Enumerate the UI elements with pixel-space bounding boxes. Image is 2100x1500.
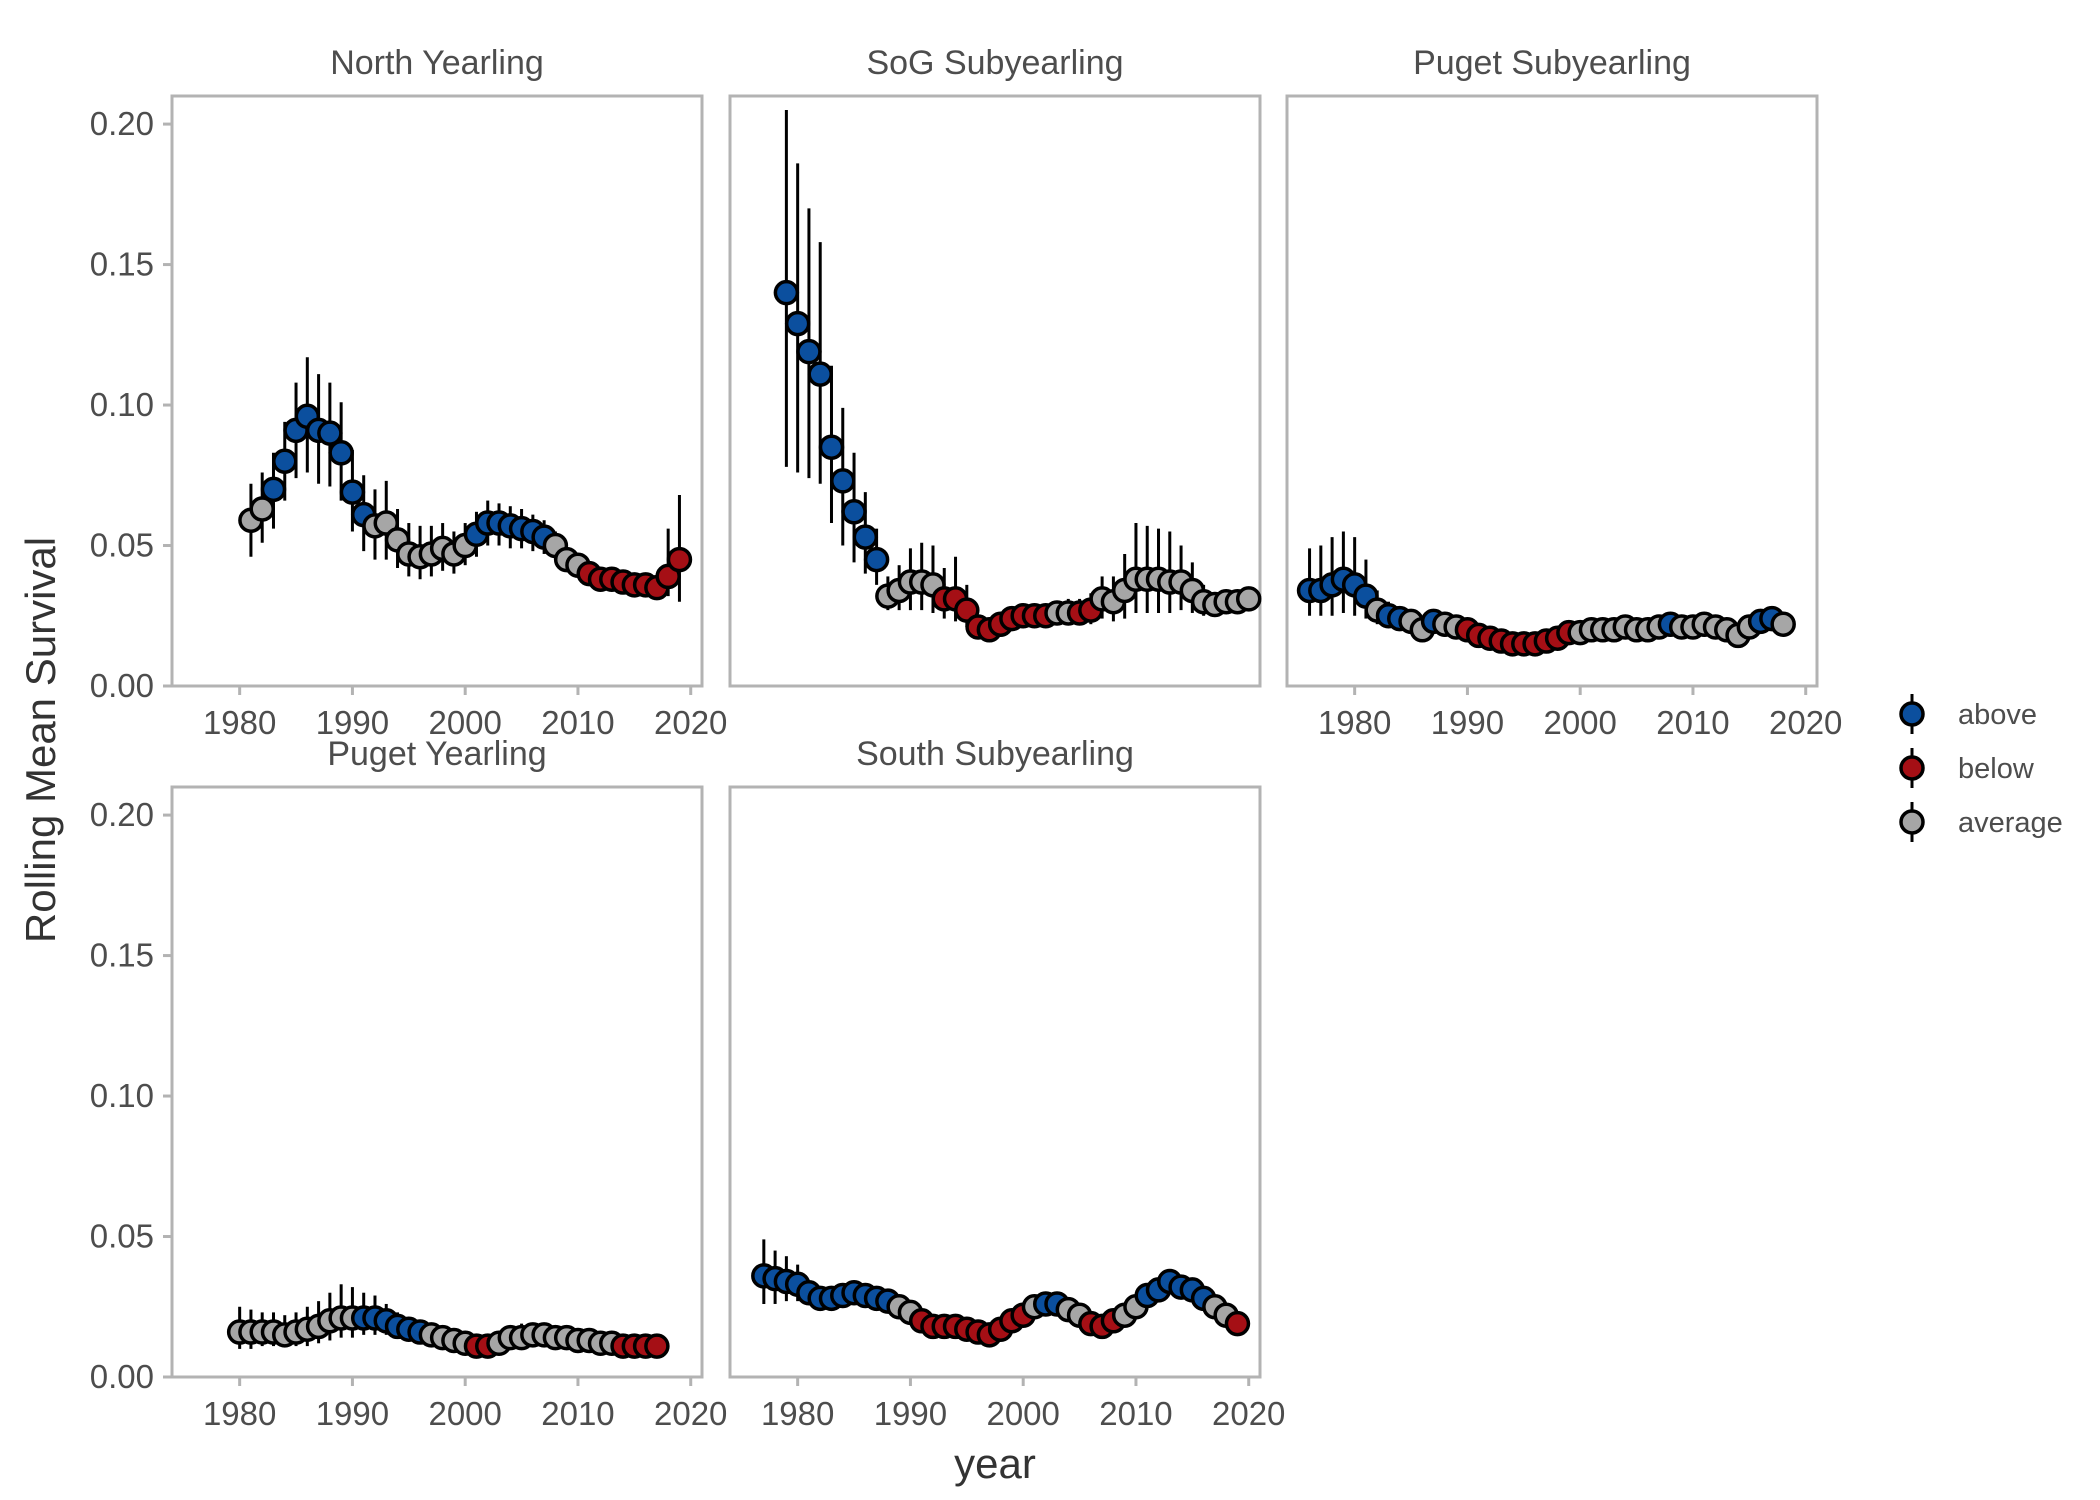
- panel-title: South Subyearling: [856, 735, 1134, 773]
- data-point: [260, 476, 287, 503]
- panel-border: [1285, 94, 1819, 688]
- panel-5: South Subyearling 1980 1990 2000 2010 2020: [728, 735, 1285, 1432]
- data-point: [1224, 1310, 1251, 1337]
- data-point: [863, 546, 890, 573]
- y-tick-label: 0.10: [90, 1077, 154, 1114]
- data-point: [317, 420, 343, 446]
- y-tick-label: 0.15: [90, 246, 154, 283]
- panel-1: North Yearling 1980 1990 2000 2010 2020 0.00 0.…: [90, 44, 728, 741]
- data-point: [773, 279, 800, 306]
- panel-border: [170, 94, 704, 688]
- y-axis-title: Rolling Mean Survival: [17, 537, 64, 943]
- x-tick-label: 1980: [203, 704, 276, 741]
- data-point: [830, 468, 856, 494]
- legend-key-dot: [1899, 809, 1925, 835]
- x-tick-label: 1990: [874, 1395, 947, 1432]
- data-point: [784, 310, 811, 337]
- legend-label: average: [1958, 807, 2063, 839]
- panel-title: SoG Subyearling: [866, 44, 1123, 82]
- panel-title: North Yearling: [330, 44, 544, 82]
- data-point: [339, 479, 366, 505]
- x-tick-label: 2010: [1099, 1395, 1172, 1432]
- x-tick-label: 2000: [428, 704, 501, 741]
- data-point: [807, 361, 833, 387]
- y-tick-label: 0.20: [90, 105, 154, 142]
- x-tick-label: 2020: [1769, 704, 1842, 741]
- x-tick-label: 1980: [761, 1395, 834, 1432]
- panel-border: [728, 94, 1262, 688]
- data-point: [249, 496, 275, 522]
- legend-item-above: above: [1899, 694, 2037, 734]
- data-point: [1235, 586, 1262, 612]
- legend-item-below: below: [1899, 748, 2035, 788]
- data-point: [818, 434, 845, 460]
- panel-border: [728, 785, 1262, 1379]
- x-tick-label: 1990: [316, 704, 389, 741]
- y-tick-label: 0.05: [90, 1218, 154, 1255]
- data-point: [272, 448, 298, 474]
- y-tick-label: 0.15: [90, 937, 154, 974]
- legend-item-average: average: [1899, 802, 2063, 842]
- panel-title: Puget Subyearling: [1413, 44, 1691, 82]
- panel-title: Puget Yearling: [327, 735, 546, 773]
- x-tick-label: 2000: [1543, 704, 1616, 741]
- y-tick-label: 0.05: [90, 527, 154, 564]
- panel-3: Puget Subyearling 1980 1990 2000 2010 2020: [1285, 44, 1842, 741]
- data-point: [852, 524, 879, 550]
- data-point: [328, 440, 354, 466]
- legend-key-dot: [1899, 701, 1925, 727]
- x-tick-label: 2020: [654, 1395, 727, 1432]
- y-tick-label: 0.00: [90, 667, 154, 704]
- panels-layer: North Yearling 1980 1990 2000 2010 2020 0.00 0.…: [90, 44, 1843, 1432]
- x-tick-label: 2010: [1656, 704, 1729, 741]
- y-tick-label: 0.00: [90, 1358, 154, 1395]
- data-point: [1770, 611, 1796, 637]
- y-tick-label: 0.20: [90, 796, 154, 833]
- data-point: [666, 546, 693, 573]
- y-tick-label: 0.10: [90, 386, 154, 423]
- data-point: [841, 499, 867, 525]
- data-point: [796, 338, 822, 365]
- data-point: [644, 1333, 670, 1359]
- x-tick-label: 2010: [541, 704, 614, 741]
- legend: above below average: [1899, 694, 2063, 842]
- x-tick-label: 2020: [654, 704, 727, 741]
- panel-2: SoG Subyearling: [728, 44, 1262, 688]
- x-tick-label: 1990: [316, 1395, 389, 1432]
- x-tick-label: 2020: [1212, 1395, 1285, 1432]
- panel-4: Puget Yearling 1980 1990 2000 2010 2020 0.00 0.…: [90, 735, 728, 1432]
- x-tick-label: 1980: [1318, 704, 1391, 741]
- x-tick-label: 2010: [541, 1395, 614, 1432]
- x-tick-label: 1980: [203, 1395, 276, 1432]
- x-tick-label: 2000: [428, 1395, 501, 1432]
- panel-border: [170, 785, 704, 1379]
- legend-label: below: [1958, 753, 2035, 785]
- legend-label: above: [1958, 699, 2037, 731]
- x-tick-label: 1990: [1431, 704, 1504, 741]
- legend-key-dot: [1899, 755, 1925, 781]
- x-tick-label: 2000: [986, 1395, 1059, 1432]
- x-axis-title: year: [954, 1440, 1036, 1487]
